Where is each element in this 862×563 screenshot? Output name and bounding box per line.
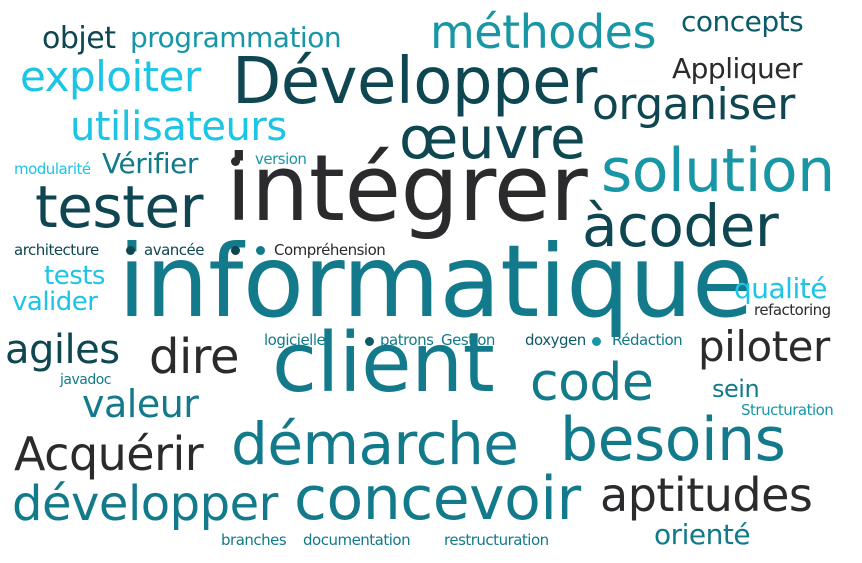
word-valider: valider xyxy=(12,287,98,317)
word-aptitudes: aptitudes xyxy=(600,468,813,522)
word-dire: dire xyxy=(149,329,240,385)
word-demarche: démarche xyxy=(231,410,519,478)
word-acquerir: Acquérir xyxy=(14,427,204,481)
word-avancee: avancée xyxy=(144,241,204,259)
word-client: client xyxy=(272,316,495,411)
word-developper-title: Développer xyxy=(232,45,597,119)
word-solution: solution xyxy=(601,136,835,206)
word-patrons: patrons xyxy=(380,331,434,349)
word-piloter: piloter xyxy=(698,322,830,371)
word-oeuvre: œuvre xyxy=(399,104,586,172)
word-sein: sein xyxy=(712,375,760,403)
word-exploiter: exploiter xyxy=(20,52,201,101)
word-qualite: qualité xyxy=(734,272,827,305)
word-organiser: organiser xyxy=(592,79,795,130)
word-version: version xyxy=(255,150,307,168)
word-comprehension: Compréhension xyxy=(274,241,386,259)
word-objet: objet xyxy=(42,21,116,56)
word-developper: développer xyxy=(12,476,278,532)
word-verifier: Vérifier xyxy=(102,147,198,180)
bullet-dot xyxy=(365,337,374,346)
word-concepts: concepts xyxy=(681,5,804,38)
word-tester: tester xyxy=(35,173,203,241)
word-gestion: Gestion xyxy=(441,331,495,349)
word-besoins: besoins xyxy=(560,405,786,475)
word-methodes: méthodes xyxy=(430,5,656,59)
word-architecture: architecture xyxy=(14,241,99,259)
word-code: code xyxy=(530,353,654,413)
bullet-dot xyxy=(231,157,240,166)
word-modularite: modularité xyxy=(14,160,91,178)
word-structuration: Structuration xyxy=(741,401,834,419)
word-javadoc: javadoc xyxy=(60,372,111,388)
word-integrer: intégrer xyxy=(226,135,588,242)
word-utilisateurs: utilisateurs xyxy=(70,104,287,150)
word-oriente: orienté xyxy=(654,518,751,551)
bullet-dot xyxy=(231,246,240,255)
word-refactoring: refactoring xyxy=(754,301,831,319)
word-doxygen: doxygen xyxy=(525,331,586,349)
word-tests: tests xyxy=(44,261,105,291)
word-acoder: àcoder xyxy=(582,192,779,260)
word-programmation: programmation xyxy=(130,21,342,54)
word-concevoir: concevoir xyxy=(294,464,581,534)
bullet-dot xyxy=(592,337,601,346)
bullet-dot xyxy=(256,246,265,255)
word-agiles: agiles xyxy=(5,327,120,373)
bullet-dot xyxy=(126,246,135,255)
word-appliquer: Appliquer xyxy=(672,52,803,85)
word-documentation: documentation xyxy=(303,531,411,549)
word-branches: branches xyxy=(221,531,287,549)
word-restructuration: restructuration xyxy=(444,531,549,549)
word-logicielle: logicielle xyxy=(264,331,326,349)
word-informatique: informatique xyxy=(118,223,753,340)
word-valeur: valeur xyxy=(82,382,199,426)
word-redaction: Rédaction xyxy=(612,331,683,349)
